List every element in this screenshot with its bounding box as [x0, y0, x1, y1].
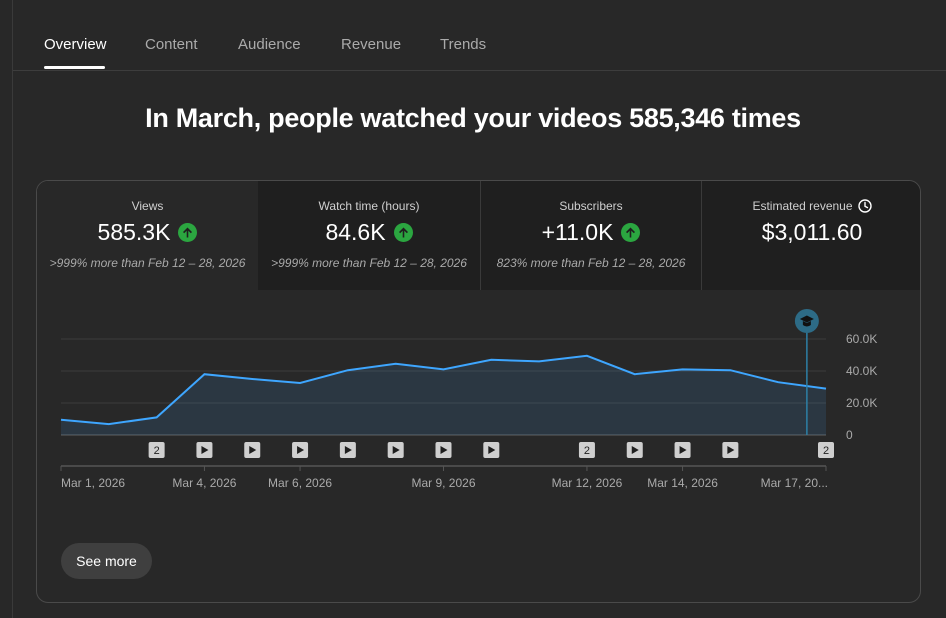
clock-icon[interactable]	[857, 199, 872, 213]
metric-subscribers[interactable]: Subscribers +11.0K 823% more than Feb 12…	[481, 181, 701, 290]
metric-tabs: Views 585.3K >999% more than Feb 12 – 28…	[37, 181, 920, 290]
video-upload-marker[interactable]	[244, 442, 261, 458]
video-upload-marker[interactable]	[626, 442, 643, 458]
metric-comparison: >999% more than Feb 12 – 28, 2026	[271, 256, 467, 270]
play-icon	[727, 446, 735, 454]
metric-value: $3,011.60	[761, 219, 863, 245]
metric-value-row: 585.3K	[37, 219, 258, 246]
x-tick-label: Mar 4, 2026	[172, 476, 236, 490]
metric-title: Estimated revenue	[752, 199, 853, 213]
play-icon	[679, 446, 687, 454]
tab-overview[interactable]: Overview	[44, 36, 107, 53]
metric-value-row: $3,011.60	[702, 219, 920, 246]
x-tick-label: Mar 1, 2026	[61, 476, 125, 490]
metric-value: 585.3K	[97, 219, 171, 245]
y-tick-label: 40.0K	[846, 364, 877, 378]
x-tick-label: Mar 12, 2026	[552, 476, 623, 490]
metric-comparison: >999% more than Feb 12 – 28, 2026	[49, 256, 246, 270]
arrow-up-icon	[393, 223, 413, 242]
active-tab-indicator	[44, 66, 105, 69]
upload-count-marker[interactable]: 2	[578, 442, 595, 458]
metric-watch-time[interactable]: Watch time (hours) 84.6K >999% more than…	[258, 181, 480, 290]
tab-audience[interactable]: Audience	[238, 36, 301, 53]
play-icon	[344, 446, 352, 454]
metric-title: Watch time (hours)	[318, 199, 420, 213]
x-tick-label: Mar 14, 2026	[647, 476, 718, 490]
video-upload-marker[interactable]	[196, 442, 213, 458]
upload-count-marker[interactable]: 2	[148, 442, 165, 458]
metric-value-row: 84.6K	[258, 219, 480, 246]
overview-card: Views 585.3K >999% more than Feb 12 – 28…	[36, 180, 921, 603]
tab-revenue[interactable]: Revenue	[341, 36, 402, 53]
arrow-up-icon	[621, 223, 641, 242]
video-upload-marker[interactable]	[339, 442, 356, 458]
arrow-up-icon	[178, 223, 198, 242]
series-area	[61, 355, 826, 435]
upload-count-label: 2	[584, 445, 590, 457]
metric-title-row: Estimated revenue	[702, 199, 920, 213]
video-upload-marker[interactable]	[483, 442, 500, 458]
play-icon	[631, 446, 639, 454]
tab-bar: Overview Content Audience Revenue Trends	[13, 0, 946, 71]
y-tick-label: 60.0K	[846, 332, 877, 346]
play-icon	[297, 446, 305, 454]
views-chart[interactable]: 60.0K 40.0K 20.0K 0 2 2 2 Mar 1, 2026 Mar 4, 202…	[37, 290, 921, 603]
video-upload-marker[interactable]	[292, 442, 309, 458]
see-more-button[interactable]: See more	[61, 543, 152, 579]
upload-count-label: 2	[823, 445, 829, 457]
play-icon	[392, 446, 400, 454]
left-divider	[12, 0, 13, 618]
video-upload-marker[interactable]	[387, 442, 404, 458]
metric-views[interactable]: Views 585.3K >999% more than Feb 12 – 28…	[37, 181, 258, 290]
play-icon	[249, 446, 257, 454]
x-tick-label: Mar 9, 2026	[411, 476, 475, 490]
play-icon	[488, 446, 496, 454]
page-headline: In March, people watched your videos 585…	[145, 103, 801, 133]
tab-trends[interactable]: Trends	[440, 36, 487, 53]
play-icon	[201, 446, 209, 454]
play-icon	[440, 446, 448, 454]
metric-divider	[480, 181, 481, 290]
video-upload-marker[interactable]	[722, 442, 739, 458]
x-tick-label: Mar 17, 20...	[761, 476, 828, 490]
metric-value: +11.0K	[541, 219, 614, 245]
metric-title: Views	[131, 199, 164, 213]
x-tick-label: Mar 6, 2026	[268, 476, 332, 490]
metric-value: 84.6K	[325, 219, 386, 245]
upload-count-label: 2	[154, 445, 160, 457]
metric-title: Subscribers	[559, 199, 623, 213]
y-tick-label: 20.0K	[846, 396, 877, 410]
metric-estimated-revenue[interactable]: Estimated revenue $3,011.60	[702, 181, 920, 290]
tab-content[interactable]: Content	[145, 36, 198, 53]
graduation-cap-icon[interactable]	[794, 309, 819, 333]
video-upload-marker[interactable]	[435, 442, 452, 458]
upload-count-marker[interactable]: 2	[818, 442, 834, 458]
metric-comparison: 823% more than Feb 12 – 28, 2026	[496, 256, 686, 270]
video-upload-marker[interactable]	[674, 442, 691, 458]
y-tick-label: 0	[846, 428, 853, 442]
metric-divider	[701, 181, 702, 290]
metric-value-row: +11.0K	[481, 219, 701, 246]
